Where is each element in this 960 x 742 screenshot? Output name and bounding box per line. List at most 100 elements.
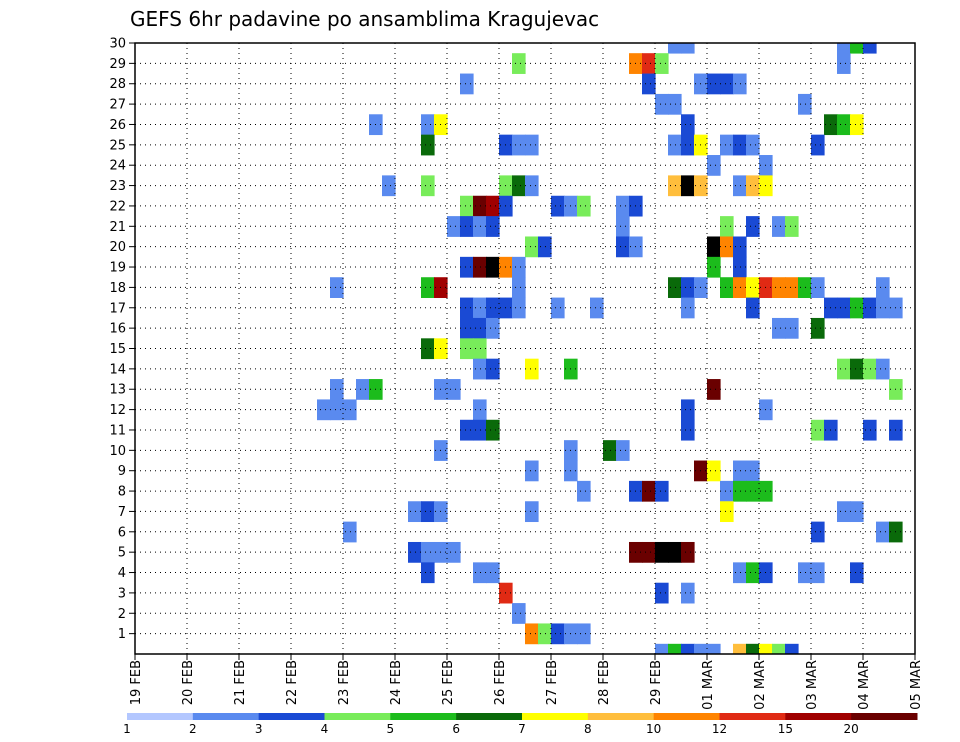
x-tick-label: 24 FEB bbox=[389, 660, 404, 705]
colorbar-label: 6 bbox=[452, 722, 460, 736]
y-tick-label: 1 bbox=[118, 627, 126, 642]
heatmap-cell bbox=[733, 460, 747, 482]
colorbar-label: 5 bbox=[387, 722, 395, 736]
heatmap-cell bbox=[876, 521, 890, 543]
heatmap-cell bbox=[707, 155, 721, 176]
heatmap-cell bbox=[837, 358, 851, 380]
heatmap-cell bbox=[616, 440, 630, 461]
y-tick-label: 3 bbox=[118, 586, 126, 601]
heatmap-cell bbox=[720, 134, 734, 156]
heatmap-cell bbox=[421, 562, 435, 584]
heatmap-cell bbox=[512, 134, 526, 156]
heatmap-cell bbox=[668, 43, 682, 54]
colorbar-label: 12 bbox=[712, 722, 727, 736]
heatmap-cell bbox=[447, 379, 461, 400]
heatmap-cell bbox=[837, 297, 851, 319]
heatmap-cell bbox=[460, 216, 474, 237]
heatmap-cell bbox=[343, 399, 357, 421]
colorbar-segment bbox=[653, 713, 720, 720]
heatmap-cell bbox=[460, 419, 474, 441]
heatmap-cell bbox=[538, 623, 552, 645]
heatmap-cell bbox=[473, 562, 487, 584]
x-tick-label: 01 MAR bbox=[701, 660, 716, 710]
heatmap-cell bbox=[668, 93, 682, 115]
heatmap-cell bbox=[811, 317, 825, 339]
heatmap-cell bbox=[876, 277, 890, 298]
heatmap-cell bbox=[733, 562, 747, 584]
heatmap-cell bbox=[577, 195, 591, 217]
heatmap-cell bbox=[642, 53, 656, 74]
heatmap-cell bbox=[408, 501, 422, 523]
y-tick-label: 19 bbox=[109, 261, 126, 276]
heatmap-cell bbox=[681, 399, 695, 421]
heatmap-cell bbox=[577, 623, 591, 645]
heatmap-cell bbox=[681, 114, 695, 136]
y-tick-label: 14 bbox=[109, 362, 126, 377]
heatmap-cell bbox=[772, 216, 786, 237]
heatmap-cell bbox=[681, 582, 695, 604]
colorbar-segment bbox=[324, 713, 391, 720]
x-tick-label: 26 FEB bbox=[493, 660, 508, 705]
heatmap-cell bbox=[486, 562, 500, 584]
colorbar-segment bbox=[127, 713, 194, 720]
heatmap-cell bbox=[720, 216, 734, 237]
heatmap-cell bbox=[798, 562, 812, 584]
heatmap-cell bbox=[655, 541, 669, 563]
x-tick-label: 25 FEB bbox=[441, 660, 456, 705]
colorbar-label: 8 bbox=[584, 722, 592, 736]
colorbar-segment bbox=[719, 713, 786, 720]
heatmap-cell bbox=[811, 521, 825, 543]
heatmap-cell bbox=[577, 480, 591, 502]
colorbar-segment bbox=[851, 713, 918, 720]
heatmap-cell bbox=[681, 297, 695, 319]
y-tick-label: 11 bbox=[109, 423, 126, 438]
heatmap-cell bbox=[655, 582, 669, 604]
colorbar-label: 4 bbox=[321, 722, 329, 736]
colorbar-label: 20 bbox=[844, 722, 859, 736]
heatmap-cell bbox=[798, 277, 812, 298]
heatmap-cell bbox=[850, 114, 864, 136]
heatmap-cell bbox=[551, 195, 565, 217]
x-tick-label: 19 FEB bbox=[129, 660, 144, 705]
y-tick-label: 21 bbox=[109, 220, 126, 235]
heatmap-cell bbox=[551, 623, 565, 645]
heatmap-cell bbox=[772, 317, 786, 339]
heatmap-cell bbox=[876, 297, 890, 319]
y-tick-label: 15 bbox=[109, 342, 126, 357]
heatmap-cell bbox=[668, 643, 682, 655]
heatmap-cell bbox=[733, 134, 747, 156]
heatmap-cell bbox=[512, 256, 526, 278]
heatmap-cell bbox=[720, 501, 734, 523]
y-tick-label: 29 bbox=[109, 57, 126, 72]
y-tick-label: 22 bbox=[109, 199, 126, 214]
heatmap-cell bbox=[707, 460, 721, 482]
heatmap-cell bbox=[421, 114, 435, 136]
heatmap-cell bbox=[863, 419, 877, 441]
heatmap-cell bbox=[707, 379, 721, 400]
heatmap-cell bbox=[460, 73, 474, 95]
heatmap-cell bbox=[746, 460, 760, 482]
heatmap-cell bbox=[447, 541, 461, 563]
heatmap-cell bbox=[668, 134, 682, 156]
x-tick-label: 22 FEB bbox=[285, 660, 300, 705]
heatmap-cell bbox=[707, 236, 721, 258]
heatmap-cell bbox=[668, 541, 682, 563]
heatmap-cell bbox=[785, 216, 799, 237]
y-tick-label: 25 bbox=[109, 138, 126, 153]
heatmap-cell bbox=[616, 216, 630, 237]
heatmap-cell bbox=[460, 338, 474, 360]
colorbar-label: 1 bbox=[123, 722, 131, 736]
heatmap-cell bbox=[642, 73, 656, 95]
heatmap-cell bbox=[525, 460, 539, 482]
heatmap-cell bbox=[330, 399, 344, 421]
heatmap-cell bbox=[512, 175, 526, 197]
y-tick-label: 18 bbox=[109, 281, 126, 296]
heatmap-cell bbox=[616, 195, 630, 217]
colorbar-label: 2 bbox=[189, 722, 197, 736]
heatmap-cell bbox=[421, 277, 435, 298]
heatmap-cell bbox=[720, 236, 734, 258]
heatmap-cell bbox=[863, 43, 877, 54]
y-tick-label: 26 bbox=[109, 118, 126, 133]
heatmap-cell bbox=[330, 379, 344, 400]
heatmap-cell bbox=[486, 195, 500, 217]
